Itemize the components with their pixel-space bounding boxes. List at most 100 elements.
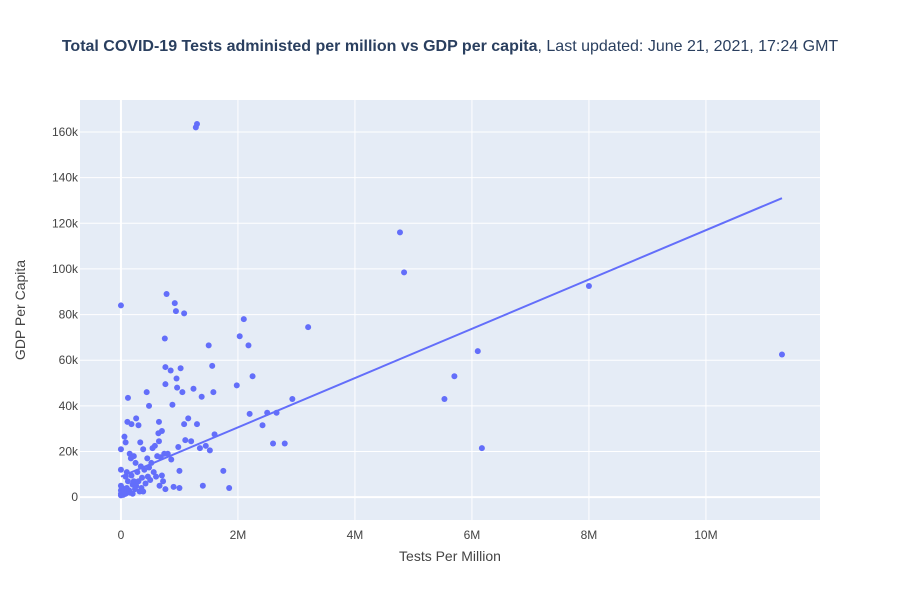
- data-point: [122, 439, 129, 446]
- data-point: [210, 389, 217, 396]
- data-point: [401, 269, 408, 276]
- data-point: [585, 283, 592, 290]
- data-point: [289, 396, 296, 403]
- data-points: [117, 120, 785, 499]
- data-point: [117, 302, 124, 309]
- data-point: [206, 447, 213, 454]
- data-point: [130, 453, 137, 460]
- data-point: [172, 308, 179, 315]
- data-point: [181, 310, 188, 317]
- data-point: [132, 459, 139, 466]
- data-point: [174, 384, 181, 391]
- data-point: [133, 415, 140, 422]
- data-point: [188, 438, 195, 445]
- data-point: [474, 348, 481, 355]
- data-point: [162, 486, 169, 493]
- x-axis-ticks: 0 2M 4M 6M 8M 10M: [118, 528, 718, 542]
- data-point: [169, 401, 176, 408]
- data-point: [193, 421, 200, 428]
- data-point: [117, 446, 124, 453]
- chart-title-main: Total COVID-19 Tests administed per mill…: [62, 38, 538, 55]
- data-point: [155, 418, 162, 425]
- data-point: [259, 422, 266, 429]
- data-point: [226, 485, 233, 492]
- y-tick-label: 100k: [52, 262, 79, 276]
- data-point: [245, 342, 252, 349]
- data-point: [135, 422, 142, 429]
- trendline: [120, 197, 783, 478]
- data-point: [246, 410, 253, 417]
- data-point: [305, 324, 312, 331]
- data-point: [199, 482, 206, 489]
- x-tick-label: 2M: [230, 528, 247, 542]
- data-point: [220, 467, 227, 474]
- data-point: [249, 373, 256, 380]
- data-point: [148, 459, 155, 466]
- x-axis-title: Tests Per Million: [399, 548, 501, 564]
- data-point: [176, 485, 183, 492]
- data-point: [171, 300, 178, 307]
- trendline-group: [120, 197, 783, 478]
- plot-area: [80, 100, 820, 520]
- data-point: [128, 421, 135, 428]
- data-point: [122, 473, 129, 480]
- data-point: [146, 402, 153, 409]
- data-point: [158, 427, 165, 434]
- x-tick-label: 0: [118, 528, 125, 542]
- data-point: [121, 433, 128, 440]
- y-tick-label: 20k: [59, 445, 79, 459]
- data-point: [150, 469, 157, 476]
- y-tick-label: 0: [71, 490, 78, 504]
- data-point: [281, 440, 288, 447]
- data-point: [478, 445, 485, 452]
- x-tick-label: 6M: [464, 528, 481, 542]
- y-tick-label: 80k: [59, 308, 79, 322]
- data-point: [193, 120, 200, 127]
- data-point: [236, 333, 243, 340]
- x-tick-label: 4M: [347, 528, 364, 542]
- chart-title-sub: , Last updated: June 21, 2021, 17:24 GMT: [538, 38, 839, 55]
- data-point: [137, 439, 144, 446]
- data-point: [202, 442, 209, 449]
- data-point: [142, 480, 149, 487]
- data-point: [233, 382, 240, 389]
- data-point: [161, 335, 168, 342]
- data-point: [396, 229, 403, 236]
- data-point: [181, 421, 188, 428]
- data-point: [134, 469, 141, 476]
- data-point: [163, 291, 170, 298]
- data-point: [141, 466, 148, 473]
- grid-lines: [80, 100, 820, 520]
- data-point: [139, 474, 146, 481]
- data-point: [160, 478, 167, 485]
- data-point: [164, 450, 171, 457]
- y-tick-label: 120k: [52, 216, 79, 230]
- y-tick-label: 60k: [59, 353, 79, 367]
- x-tick-label: 8M: [581, 528, 598, 542]
- data-point: [190, 385, 197, 392]
- data-point: [240, 316, 247, 323]
- data-point: [176, 467, 183, 474]
- data-point: [167, 367, 174, 374]
- data-point: [185, 415, 192, 422]
- data-point: [153, 473, 160, 480]
- data-point: [124, 478, 131, 485]
- data-point: [151, 442, 158, 449]
- data-point: [155, 438, 162, 445]
- y-tick-label: 140k: [52, 171, 79, 185]
- data-point: [209, 362, 216, 369]
- data-point: [123, 469, 130, 476]
- data-point: [117, 466, 124, 473]
- data-point: [211, 431, 218, 438]
- data-point: [146, 464, 153, 471]
- data-point: [140, 446, 147, 453]
- data-point: [162, 381, 169, 388]
- data-point: [198, 393, 205, 400]
- y-tick-label: 160k: [52, 125, 79, 139]
- data-point: [441, 396, 448, 403]
- data-point: [140, 488, 147, 495]
- y-tick-label: 40k: [59, 399, 79, 413]
- data-point: [133, 482, 140, 489]
- data-point: [147, 477, 154, 484]
